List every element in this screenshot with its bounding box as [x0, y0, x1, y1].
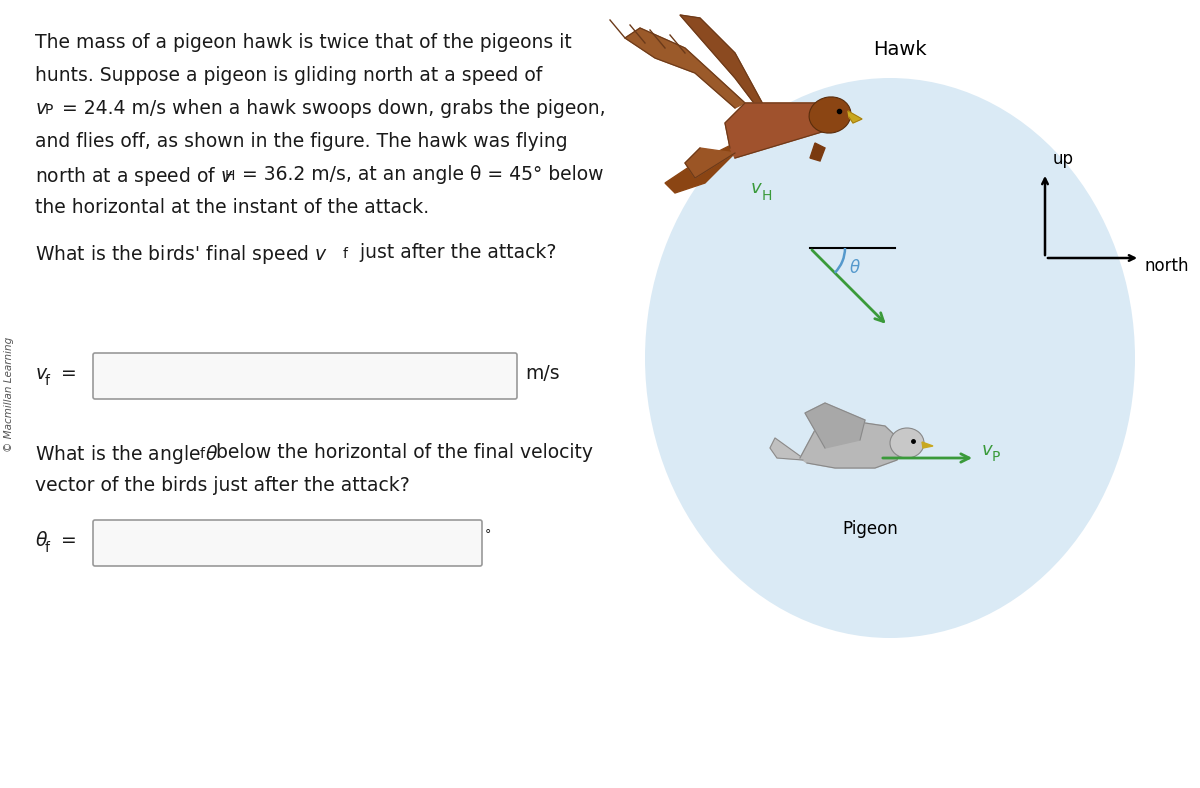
Ellipse shape [809, 97, 851, 133]
Ellipse shape [646, 78, 1135, 638]
Text: °: ° [485, 529, 491, 541]
Text: = 24.4 m/s when a hawk swoops down, grabs the pigeon,: = 24.4 m/s when a hawk swoops down, grab… [56, 99, 606, 118]
Text: H: H [226, 169, 235, 183]
Text: $\mathit{v}$: $\mathit{v}$ [35, 363, 48, 382]
Text: What is the birds' final speed $\mathit{v}$: What is the birds' final speed $\mathit{… [35, 243, 328, 266]
Polygon shape [800, 420, 904, 468]
Text: $\mathit{v}$: $\mathit{v}$ [750, 179, 763, 197]
Text: P: P [46, 103, 53, 117]
Polygon shape [665, 138, 750, 193]
Text: θ: θ [850, 259, 860, 277]
Text: f: f [343, 247, 348, 261]
FancyBboxPatch shape [94, 353, 517, 399]
Text: =: = [55, 530, 77, 549]
Text: vector of the birds just after the attack?: vector of the birds just after the attac… [35, 476, 409, 495]
Ellipse shape [890, 428, 924, 458]
Text: H: H [762, 189, 773, 203]
Text: north at a speed of $\mathit{v}$: north at a speed of $\mathit{v}$ [35, 165, 234, 188]
Text: Pigeon: Pigeon [842, 520, 898, 538]
Text: Hawk: Hawk [874, 40, 926, 59]
Polygon shape [725, 103, 840, 158]
Text: f: f [200, 447, 205, 461]
Polygon shape [848, 111, 862, 123]
Text: $\mathit{v}$: $\mathit{v}$ [982, 441, 994, 459]
Polygon shape [770, 438, 803, 460]
Polygon shape [680, 15, 766, 111]
Text: © Macmillan Learning: © Macmillan Learning [4, 336, 14, 452]
Text: up: up [1054, 150, 1074, 168]
Text: and flies off, as shown in the figure. The hawk was flying: and flies off, as shown in the figure. T… [35, 132, 568, 151]
Polygon shape [922, 442, 934, 448]
Text: The mass of a pigeon hawk is twice that of the pigeons it: The mass of a pigeon hawk is twice that … [35, 33, 571, 52]
Text: $\mathit{v}$: $\mathit{v}$ [35, 99, 48, 118]
Text: P: P [992, 450, 1001, 464]
Text: below the horizontal of the final velocity: below the horizontal of the final veloci… [210, 443, 593, 462]
Text: f: f [46, 541, 50, 555]
Polygon shape [625, 28, 745, 108]
Polygon shape [805, 403, 865, 448]
FancyBboxPatch shape [94, 520, 482, 566]
Polygon shape [810, 143, 826, 161]
Polygon shape [685, 148, 734, 178]
Text: the horizontal at the instant of the attack.: the horizontal at the instant of the att… [35, 198, 430, 217]
Text: north: north [1145, 257, 1189, 275]
Text: just after the attack?: just after the attack? [354, 243, 557, 262]
Text: What is the angle $\mathit{θ}$: What is the angle $\mathit{θ}$ [35, 443, 218, 466]
Text: $\mathit{θ}$: $\mathit{θ}$ [35, 530, 48, 549]
Text: m/s: m/s [526, 363, 559, 382]
Text: = 36.2 m/s, at an angle θ = 45° below: = 36.2 m/s, at an angle θ = 45° below [236, 165, 604, 184]
Text: f: f [46, 374, 50, 388]
Text: =: = [55, 363, 77, 382]
Text: hunts. Suppose a pigeon is gliding north at a speed of: hunts. Suppose a pigeon is gliding north… [35, 66, 542, 85]
